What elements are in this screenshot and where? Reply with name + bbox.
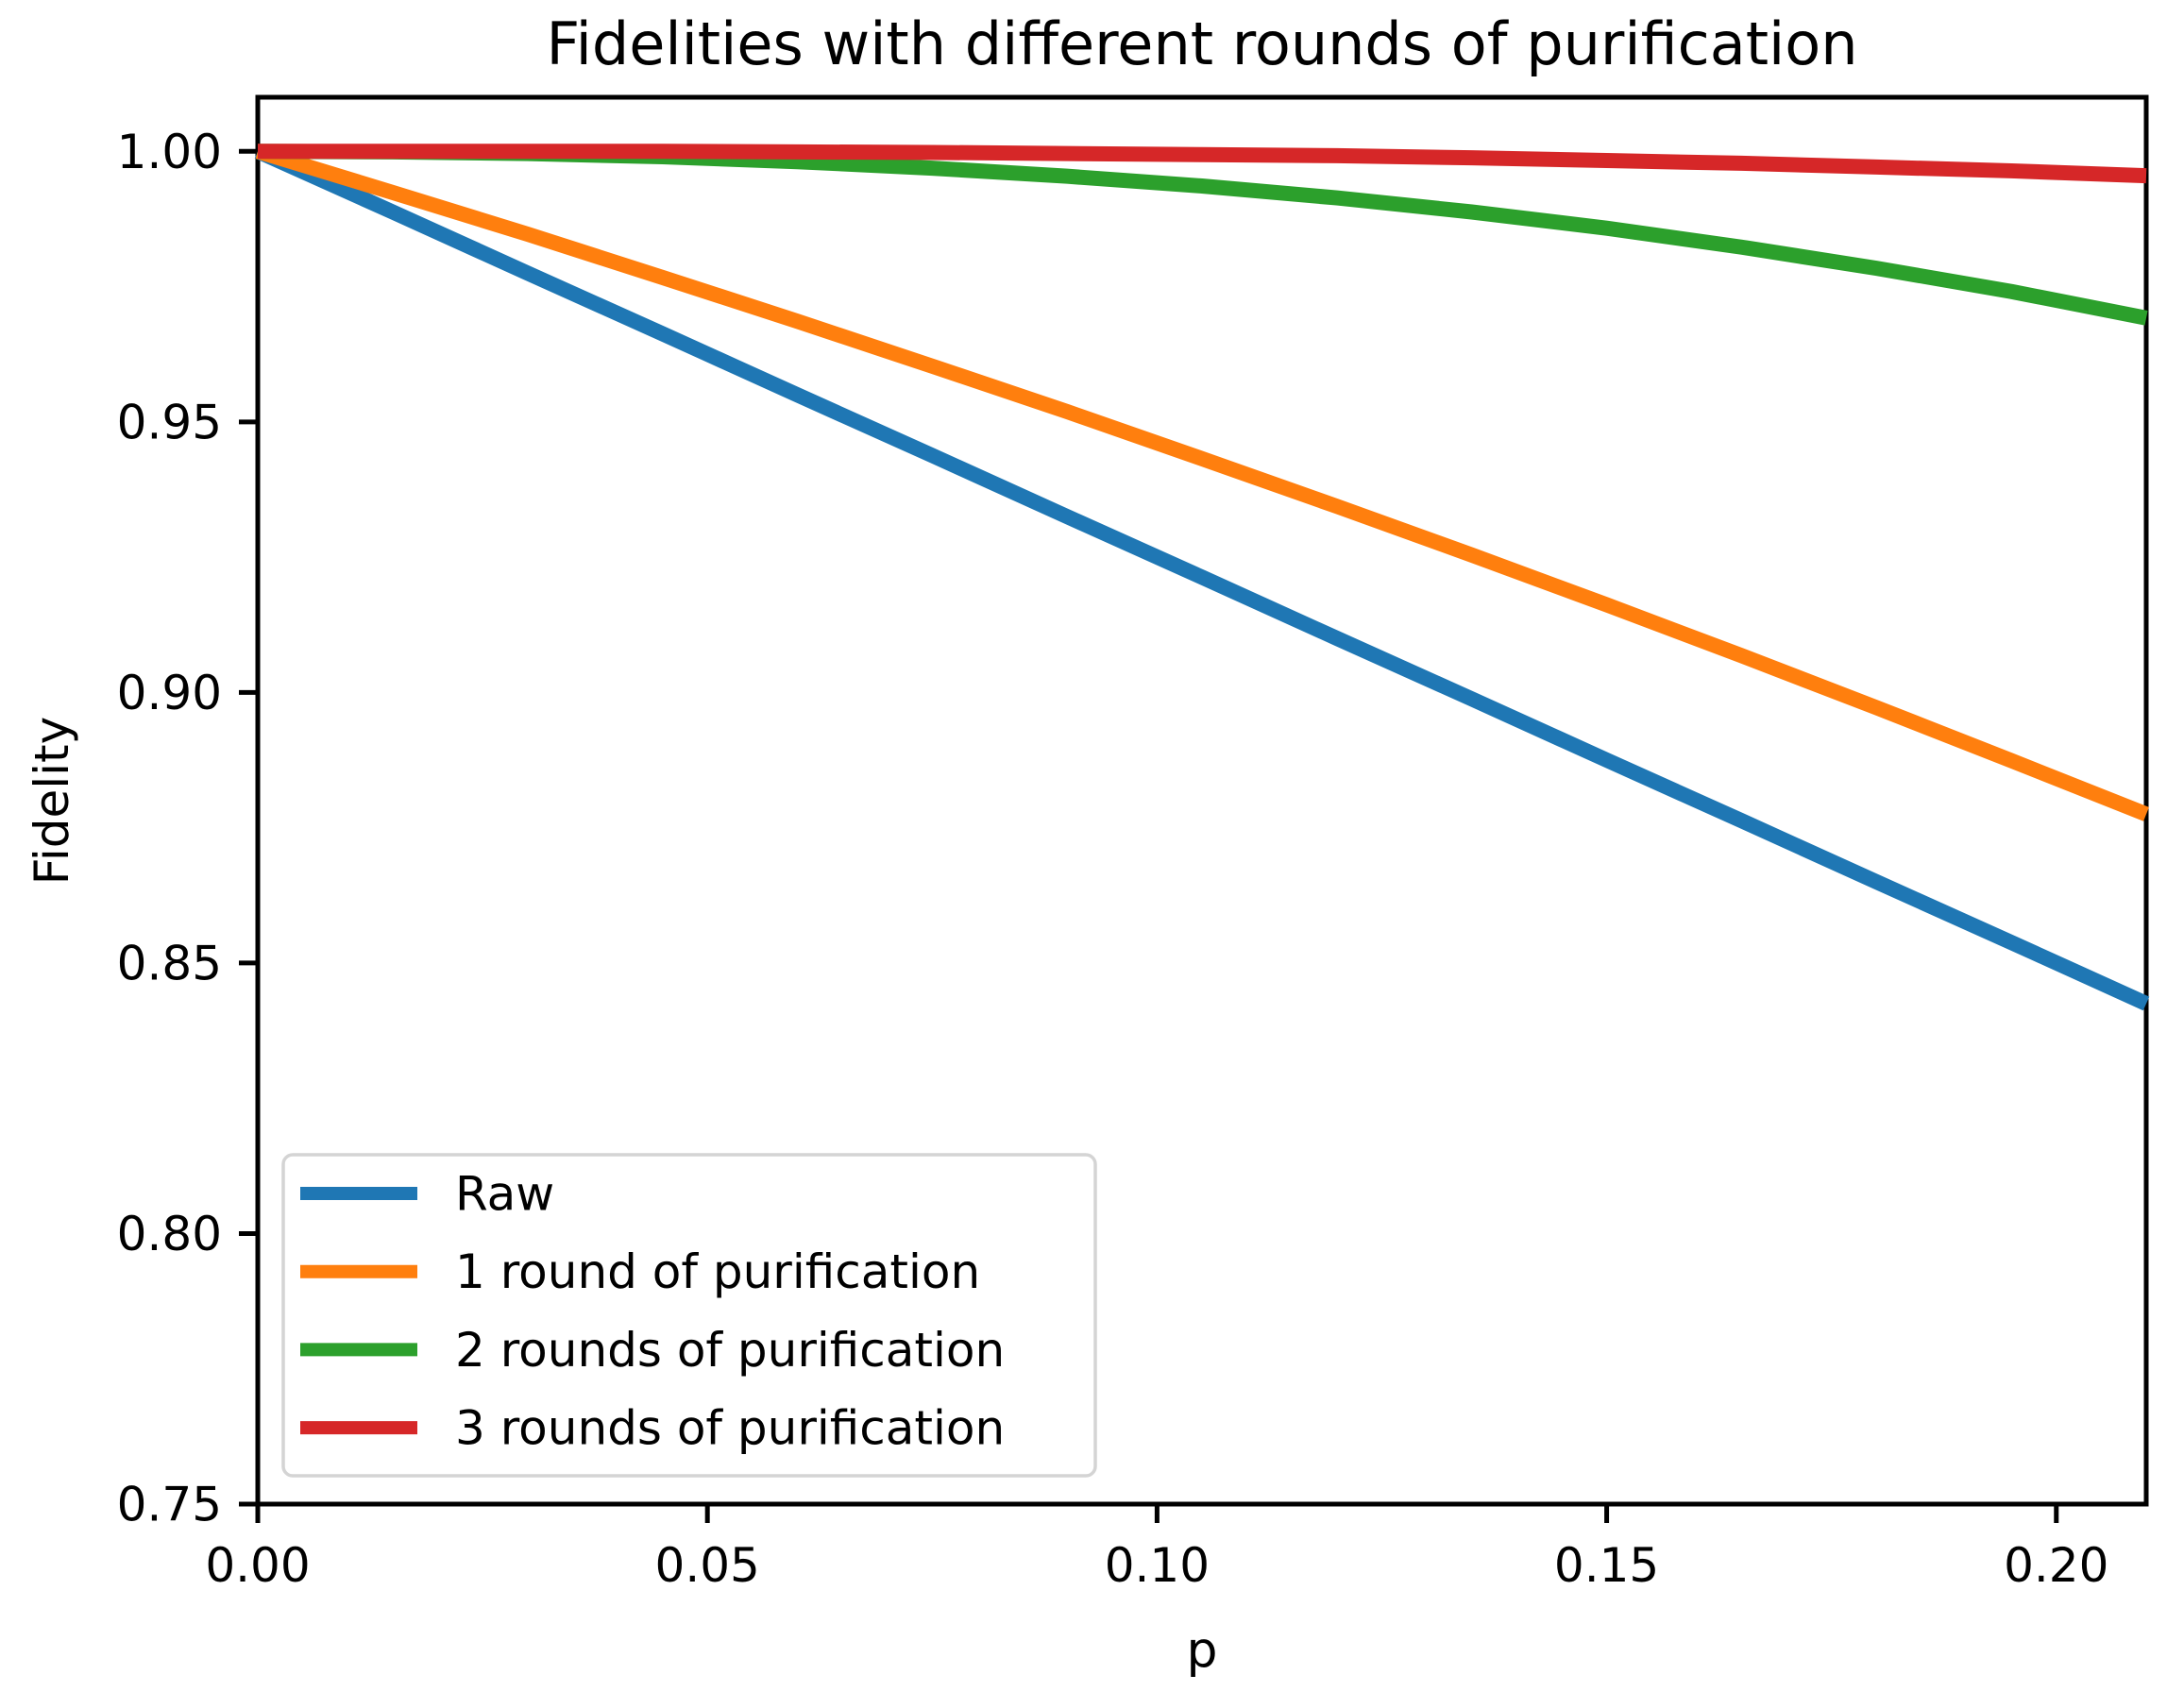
legend: Raw 1 round of purification 2 rounds of pu… <box>281 1153 1097 1478</box>
legend-label: 2 rounds of purification <box>455 1323 1005 1378</box>
series-line-3-rounds-of-purification <box>258 144 2147 184</box>
series-line-1-round-of-purification <box>255 144 2149 821</box>
chart-title: Fidelities with different rounds of puri… <box>546 9 1858 78</box>
x-tick-label: 0.15 <box>1554 1538 1659 1593</box>
x-axis-label: p <box>1186 1622 1218 1679</box>
plot-spines <box>255 94 2149 1507</box>
x-tick-label: 0.20 <box>2004 1538 2108 1593</box>
y-tick-label: 0.85 <box>117 936 222 990</box>
legend-label: 3 rounds of purification <box>455 1401 1005 1456</box>
y-tick-label: 0.95 <box>117 395 222 449</box>
legend-item: 1 round of purification <box>300 1244 980 1299</box>
legend-box <box>281 1153 1097 1478</box>
legend-label: 1 round of purification <box>455 1244 980 1299</box>
legend-item: 2 rounds of purification <box>300 1323 1005 1378</box>
legend-item: 3 rounds of purification <box>300 1401 1005 1456</box>
legend-label: Raw <box>455 1167 554 1222</box>
x-tick-label: 0.10 <box>1105 1538 1210 1593</box>
x-tick-label: 0.05 <box>655 1538 760 1593</box>
x-tick-label: 0.00 <box>205 1538 310 1593</box>
y-tick-label: 0.80 <box>117 1207 222 1261</box>
y-tick-label: 0.75 <box>117 1478 222 1532</box>
y-tick-label: 1.00 <box>117 125 222 179</box>
y-tick-label: 0.90 <box>117 666 222 720</box>
series-line-raw <box>254 144 2150 1011</box>
legend-item: Raw <box>300 1167 554 1222</box>
